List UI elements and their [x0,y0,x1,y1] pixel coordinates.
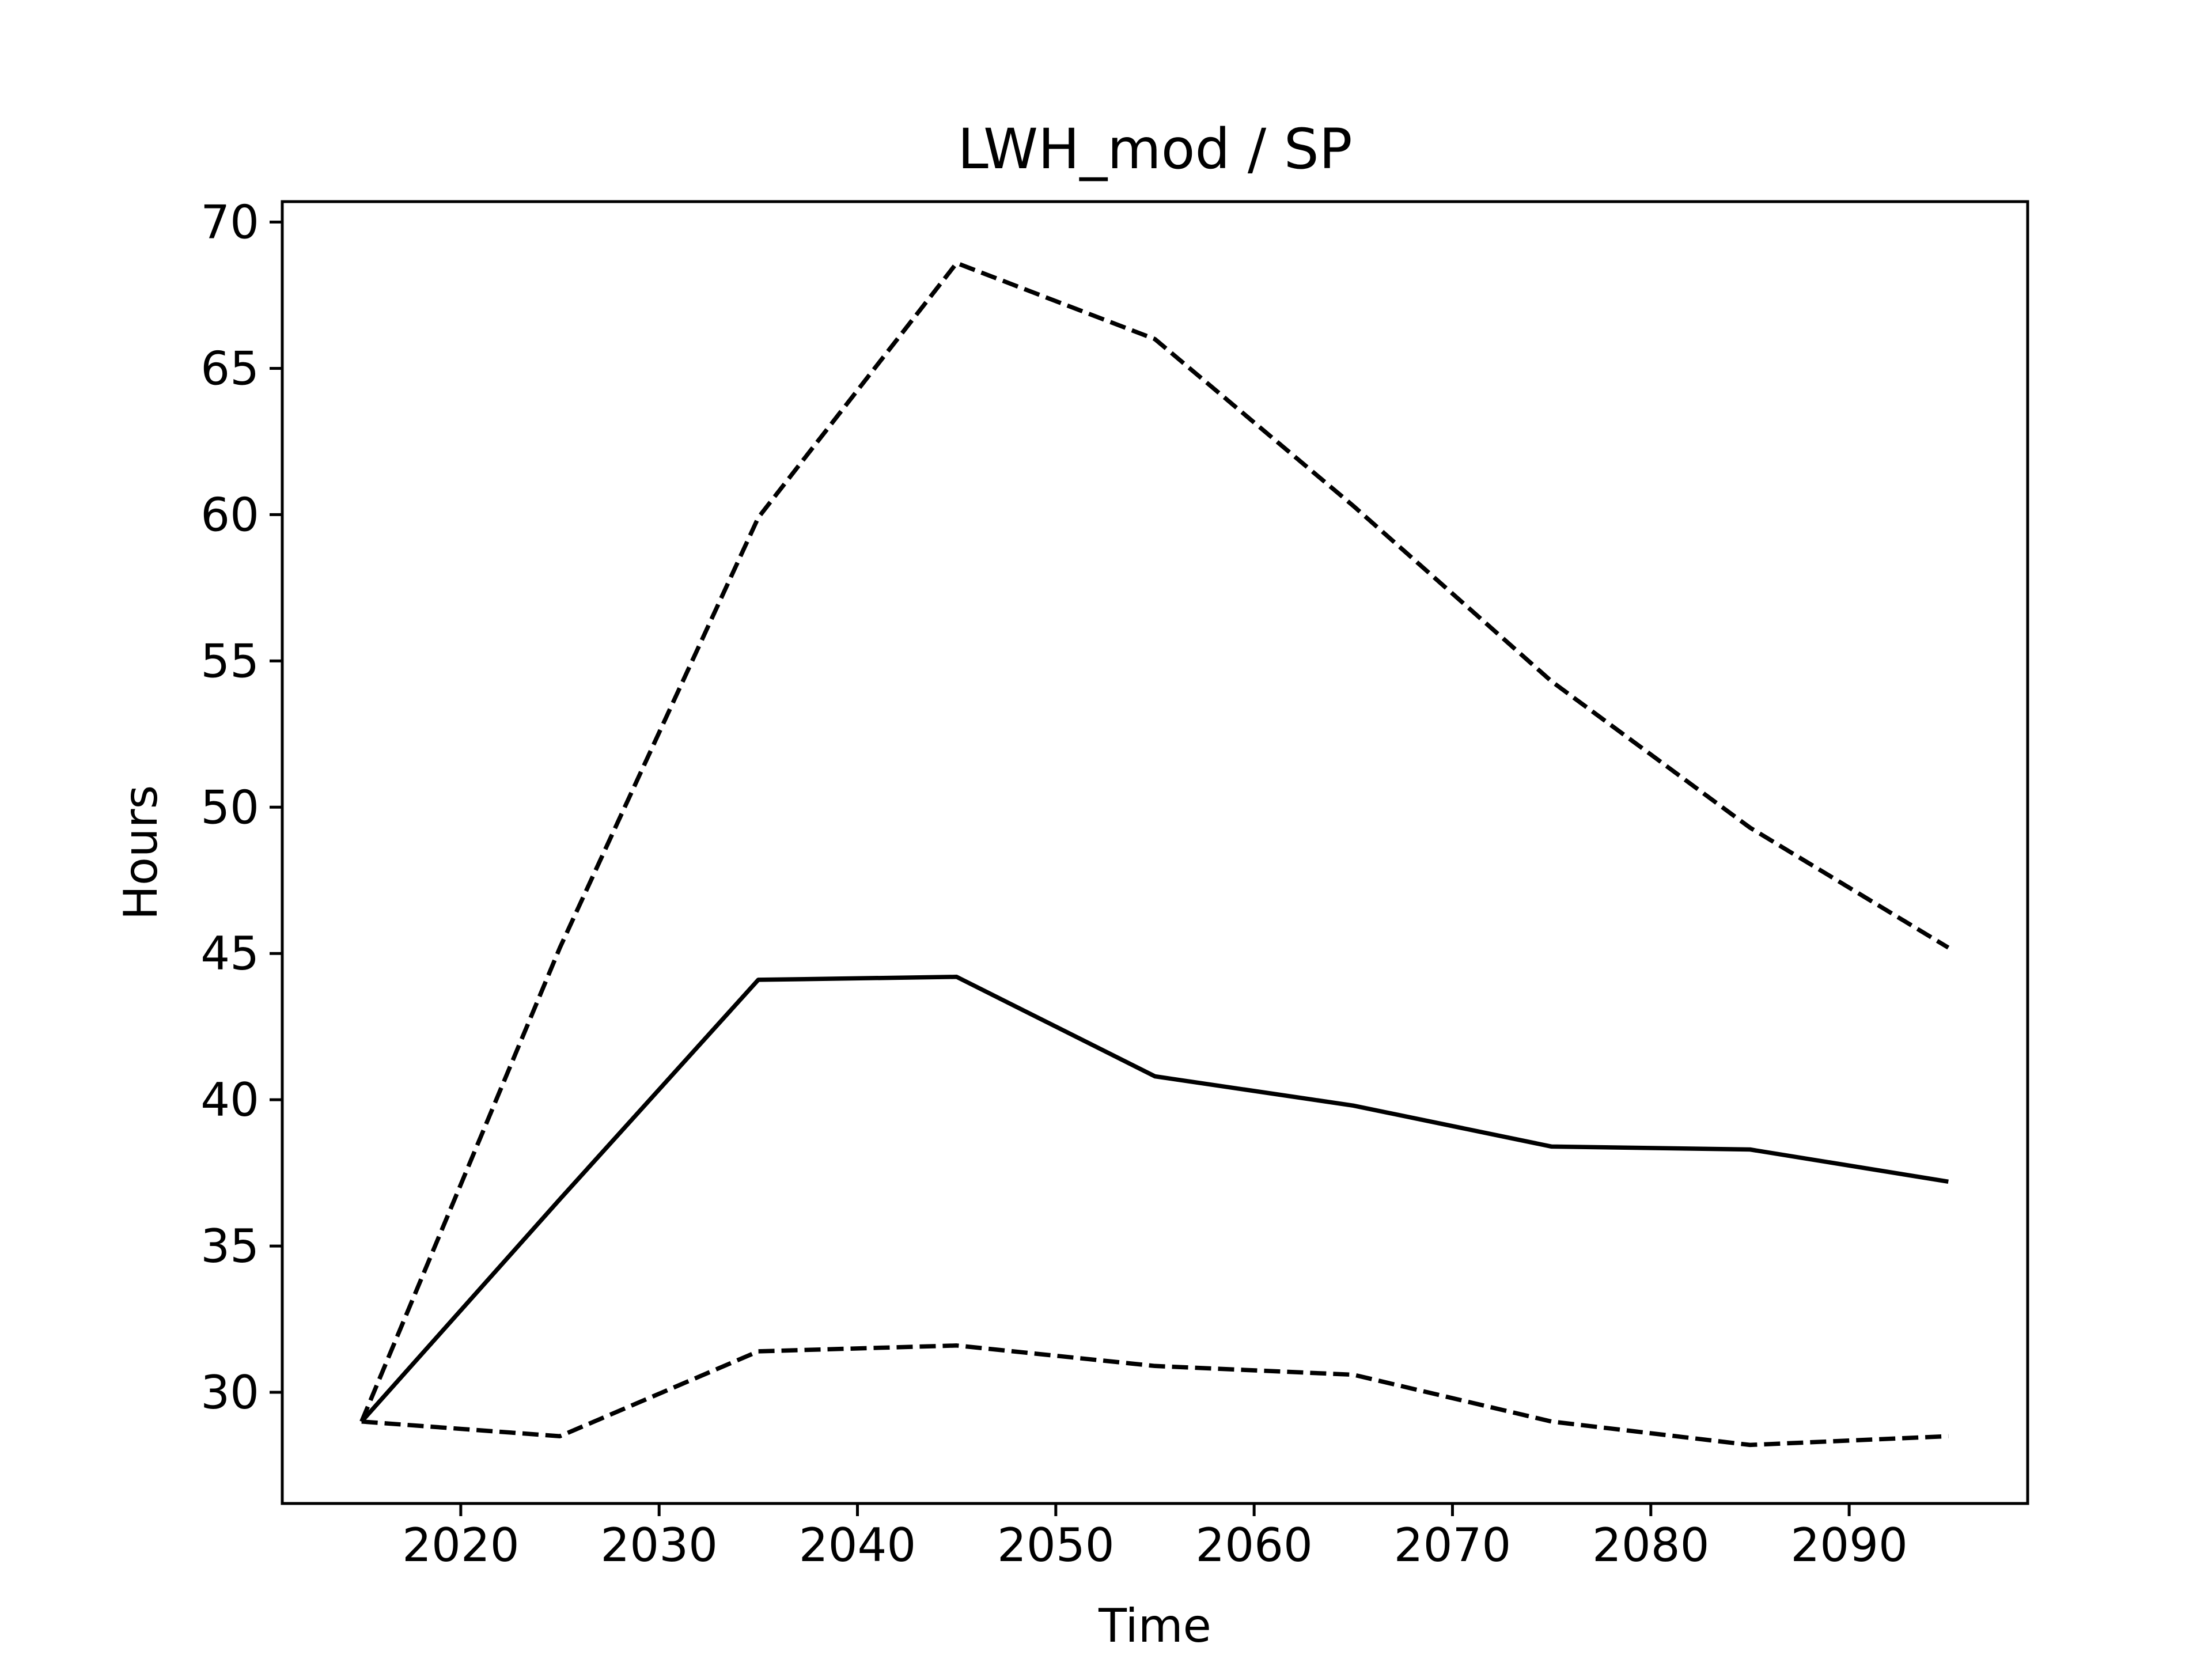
y-tick-label: 65 [200,342,259,395]
x-tick-label: 2060 [1195,1518,1313,1572]
y-axis: 30 35 40 45 50 55 60 65 70 [200,196,282,1419]
x-tick-label: 2050 [997,1518,1115,1572]
solid-series-line-0 [359,975,1949,1423]
y-tick-label: 60 [200,488,259,541]
x-tick-label: 2070 [1394,1518,1512,1572]
y-tick-label: 40 [200,1073,259,1127]
x-tick-label: 2020 [402,1518,520,1572]
y-axis-label: Hours [114,785,168,920]
x-tick-label: 2040 [799,1518,916,1572]
x-tick-label: 2080 [1592,1518,1710,1572]
x-tick-label: 2030 [600,1518,718,1572]
y-tick-label: 45 [200,927,259,980]
x-axis-label: Time [1098,1599,1211,1653]
series-layer [359,260,1950,1448]
chart-title: LWH_mod / SP [957,117,1352,181]
y-tick-label: 70 [200,196,259,249]
dashed-series-line-1 [359,260,1950,1423]
y-tick-label: 35 [200,1219,259,1273]
dashed-series-line-2 [361,1343,1949,1448]
y-tick-label: 30 [200,1366,259,1419]
y-tick-label: 50 [200,781,259,834]
y-tick-label: 55 [200,634,259,688]
x-axis: 2020 2030 2040 2050 2060 2070 2080 2090 [402,1503,1908,1572]
x-tick-label: 2090 [1790,1518,1908,1572]
plot-frame [281,200,2029,1505]
